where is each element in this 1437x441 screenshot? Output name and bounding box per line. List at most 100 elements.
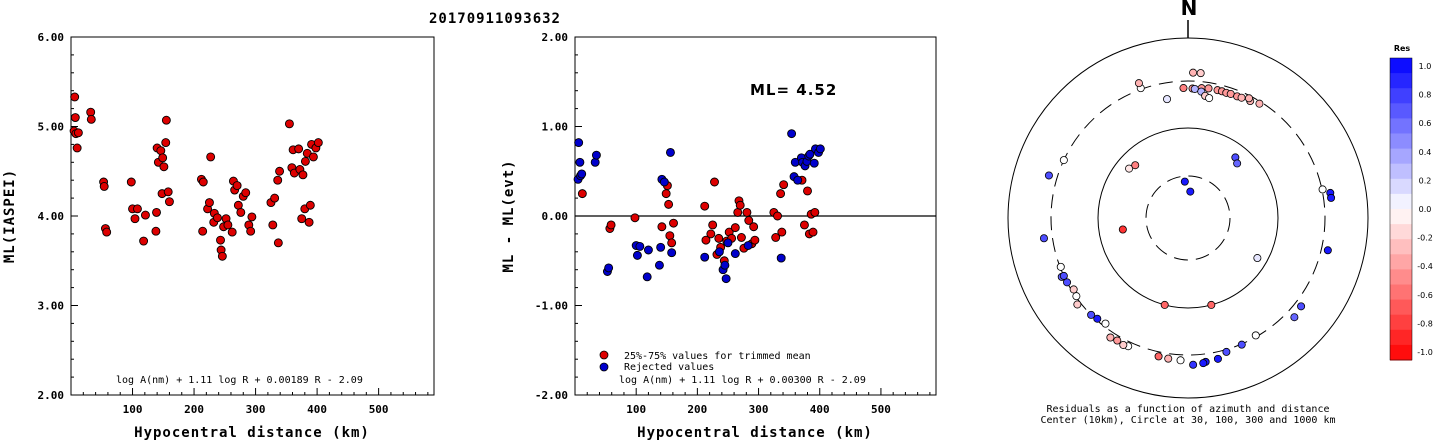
data-point <box>749 222 759 232</box>
ml-annotation: ML= 4.52 <box>750 81 837 99</box>
data-point <box>275 166 285 176</box>
data-point <box>163 187 173 197</box>
azimuth-distance-polar-plot: N Residuals as a function of azimuth and… <box>1007 0 1369 426</box>
data-point <box>575 157 585 167</box>
station-residual-point <box>1118 225 1127 234</box>
station-residual-point <box>1131 161 1140 170</box>
colorbar-tick-label: 0.8 <box>1419 91 1432 100</box>
station-residual-point <box>1125 164 1134 173</box>
station-residual-point <box>1044 171 1053 180</box>
station-residual-point <box>1039 234 1048 243</box>
colorbar-tick-label: -0.2 <box>1417 234 1433 243</box>
data-point <box>300 156 310 166</box>
y-axis-label: ML(IASPEI) <box>2 169 18 263</box>
data-point <box>151 226 161 236</box>
data-point <box>86 114 96 124</box>
data-point <box>139 236 149 246</box>
colorbar-cell <box>1390 209 1412 225</box>
data-point <box>241 188 251 198</box>
station-residual-point <box>1176 356 1185 365</box>
legend-rejected-label: Rejected values <box>624 362 714 373</box>
data-point <box>656 242 666 252</box>
data-point <box>776 253 786 263</box>
y-axis-label: ML - ML(evt) <box>501 159 517 272</box>
x-tick-label: 300 <box>749 403 769 416</box>
data-point <box>720 260 730 270</box>
colorbar-cell <box>1390 193 1412 210</box>
data-point <box>212 213 222 223</box>
data-point <box>216 235 225 245</box>
data-point <box>787 129 797 139</box>
station-residual-point <box>1119 340 1128 349</box>
data-point <box>223 220 233 230</box>
data-point <box>590 157 600 167</box>
x-tick-label: 500 <box>871 403 891 416</box>
data-point <box>793 175 803 185</box>
station-residual-point <box>1154 352 1163 361</box>
station-residual-point <box>1163 95 1172 104</box>
data-point <box>630 213 640 223</box>
station-residual-point <box>1190 84 1199 93</box>
data-point <box>164 197 174 207</box>
data-point <box>232 181 242 191</box>
data-point <box>591 150 601 160</box>
data-point <box>273 238 283 248</box>
data-point <box>721 274 731 284</box>
x-tick-label: 400 <box>307 403 327 416</box>
colorbar-tick-label: -0.6 <box>1417 291 1433 300</box>
data-point <box>574 138 584 148</box>
colorbar-title: Res <box>1394 44 1411 53</box>
data-point <box>667 238 677 248</box>
data-point <box>132 204 142 214</box>
colorbar-cell <box>1390 163 1412 180</box>
data-point <box>152 207 161 217</box>
polar-caption-line1: Residuals as a function of azimuth and d… <box>1047 404 1330 415</box>
ml-residual-chart: ML - ML(evt) Hypocentral distance (km) M… <box>501 31 937 441</box>
y-tick-label: 2.00 <box>542 31 569 44</box>
station-residual-point <box>1087 310 1096 319</box>
data-point <box>805 149 815 159</box>
data-point <box>735 200 745 210</box>
data-point <box>99 182 109 191</box>
colorbar-tick-label: -0.4 <box>1417 262 1433 271</box>
data-point <box>815 144 825 154</box>
station-residual-point <box>1237 340 1246 349</box>
ml-iaspei-chart: ML(IASPEI) Hypocentral distance (km) log… <box>2 31 435 441</box>
data-point <box>803 186 812 196</box>
colorbar-cell <box>1390 178 1412 195</box>
colorbar-tick-label: -0.8 <box>1417 319 1433 328</box>
data-point <box>714 233 724 243</box>
x-tick-label: 200 <box>687 403 707 416</box>
station-residual-point <box>1180 177 1189 186</box>
data-point <box>657 222 667 232</box>
station-residual-point <box>1205 94 1214 103</box>
distance-ring <box>1097 127 1279 309</box>
data-point <box>273 175 283 185</box>
x-tick-label: 100 <box>626 403 646 416</box>
data-point <box>206 152 216 162</box>
data-point <box>700 252 710 262</box>
data-point <box>577 169 587 179</box>
colorbar-cell <box>1390 284 1412 301</box>
data-point <box>606 220 616 230</box>
data-point <box>669 218 678 228</box>
data-point <box>661 189 671 199</box>
station-residual-point <box>1207 300 1216 309</box>
station-residual-point <box>1072 292 1081 301</box>
colorbar-cell <box>1390 224 1412 240</box>
station-residual-point <box>1251 331 1260 340</box>
colorbar-cell <box>1390 118 1412 134</box>
data-point <box>294 144 304 154</box>
colorbar-cell <box>1390 88 1412 104</box>
station-residual-point <box>1101 319 1110 328</box>
data-point <box>72 143 82 153</box>
data-point <box>736 233 746 242</box>
station-residual-point <box>1237 93 1246 102</box>
data-point <box>643 245 653 255</box>
station-residual-point <box>1113 336 1122 345</box>
y-tick-label: -1.00 <box>535 300 568 313</box>
y-tick-label: 5.00 <box>38 121 65 134</box>
data-point <box>808 227 818 237</box>
data-point <box>771 233 781 242</box>
